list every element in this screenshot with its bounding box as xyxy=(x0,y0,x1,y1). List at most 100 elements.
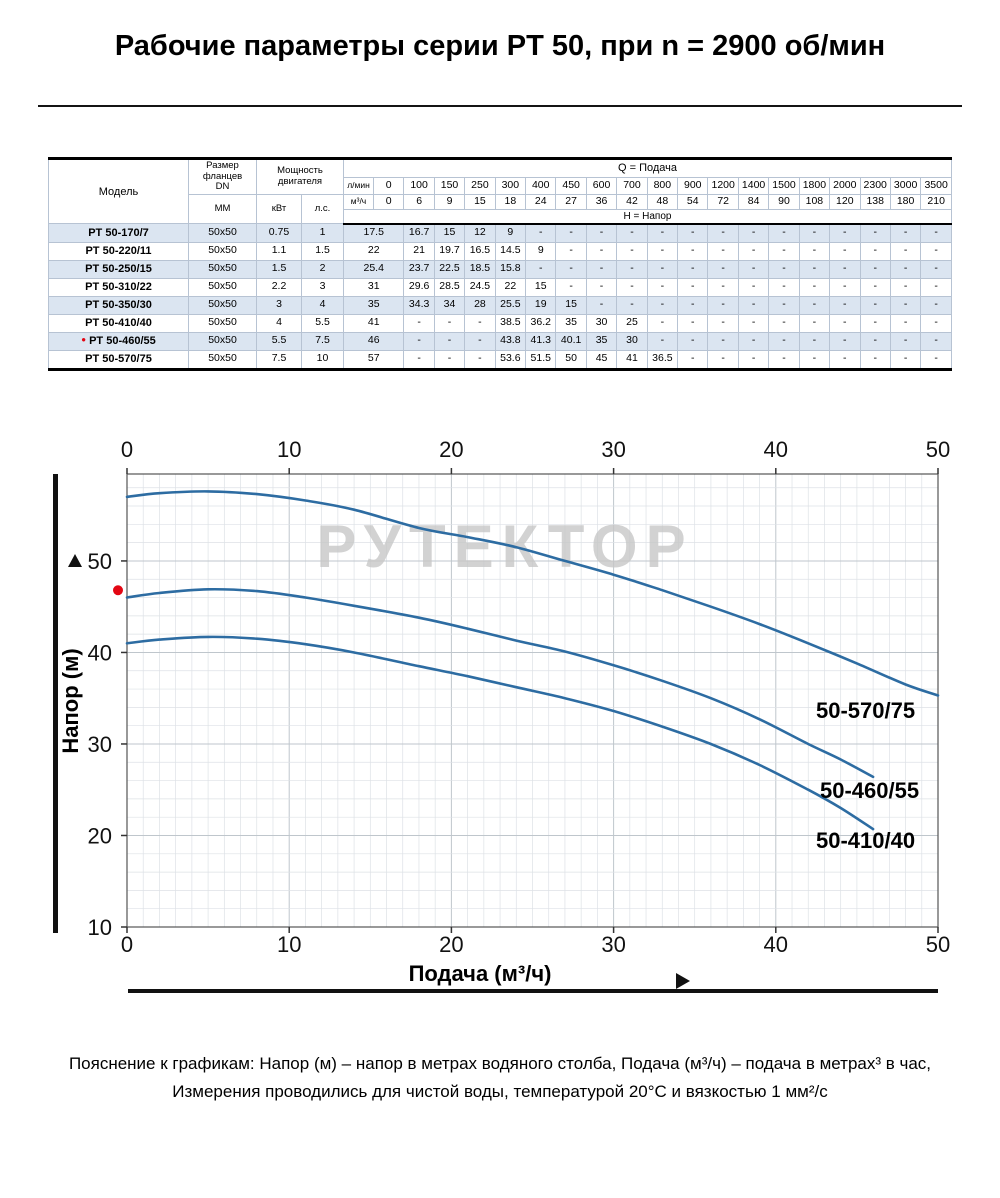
watermark: РУТЕКТОР xyxy=(316,513,693,580)
head-value-cell: - xyxy=(646,295,679,315)
head-value-cell: - xyxy=(433,349,466,370)
head-value-cell: 50 xyxy=(555,349,587,370)
m3h-value-header: 42 xyxy=(616,193,648,210)
hp-cell: 2 xyxy=(301,259,344,279)
head-value-cell: - xyxy=(737,277,770,297)
head-value-cell: 40.1 xyxy=(555,331,587,351)
lmin-value-header: 1400 xyxy=(737,176,770,195)
head-value-cell: - xyxy=(829,295,861,315)
lmin-value-header: 800 xyxy=(646,176,679,195)
head-value-cell: - xyxy=(737,223,770,243)
x-tick-bottom: 0 xyxy=(121,932,133,957)
head-value-cell: - xyxy=(798,331,831,351)
head-value-cell: - xyxy=(829,331,861,351)
head-value-cell: - xyxy=(768,295,800,315)
model-name: PT 50-350/30 xyxy=(85,299,152,312)
head-value-cell: 15 xyxy=(433,223,466,243)
head-value-cell: - xyxy=(798,277,831,297)
head-value-cell: - xyxy=(585,295,618,315)
col-header-power: Мощность двигателя xyxy=(256,158,344,195)
head-value-cell: 36.5 xyxy=(646,349,679,370)
head-value-cell: - xyxy=(737,259,770,279)
head-value-cell: - xyxy=(859,241,891,261)
head-value-cell: - xyxy=(920,313,952,333)
head-value-cell: 28.5 xyxy=(433,277,466,297)
table-row: PT 50-250/15 50x50 1.5 2 25.4 23.7 22.5 18.5 15.… xyxy=(48,259,952,279)
m3h-value-header: 27 xyxy=(555,193,587,210)
x-tick-top: 10 xyxy=(277,437,301,462)
head-value-cell: - xyxy=(646,259,679,279)
head-value-cell: - xyxy=(646,277,679,297)
y-tick: 40 xyxy=(88,640,112,665)
flange-cell: 50x50 xyxy=(188,295,257,315)
kw-cell: 0.75 xyxy=(256,223,302,243)
head-value-cell: - xyxy=(737,331,770,351)
col-header-kw: кВт xyxy=(256,193,302,225)
head-value-cell: - xyxy=(707,277,739,297)
head-value-cell: 29.6 xyxy=(403,277,435,297)
m3h-value-header: 6 xyxy=(403,193,435,210)
m3h-value-header: 138 xyxy=(859,193,891,210)
head-value-cell: - xyxy=(403,349,435,370)
table-row: PT 50-350/30 50x50 3 4 35 34.3 34 28 25.5 19 15- - -… xyxy=(48,295,952,315)
head-value-cell: - xyxy=(768,277,800,297)
kw-cell: 1.5 xyxy=(256,259,302,279)
lmin-value-header: 1500 xyxy=(768,176,800,195)
m3h-value-header: 180 xyxy=(889,193,922,210)
parameters-table-body: PT 50-170/7 50x50 0.75 1 17.5 16.7 15 12 9- - - - - -… xyxy=(48,223,952,370)
col-header-model: Модель xyxy=(48,157,189,225)
head-value-cell: - xyxy=(677,259,709,279)
lmin-value-header: 150 xyxy=(433,176,466,195)
head-value-cell: - xyxy=(616,241,648,261)
head-value-cell: 34.3 xyxy=(403,295,435,315)
m3h-value-header: 9 xyxy=(433,193,466,210)
head-value-cell: - xyxy=(798,223,831,243)
head-value-cell: - xyxy=(677,223,709,243)
head-value-cell: 14.5 xyxy=(494,241,527,261)
model-cell: PT 50-410/40 xyxy=(48,313,189,333)
head-value-cell: - xyxy=(920,277,952,297)
x-tick-bottom: 40 xyxy=(764,932,788,957)
curve-label: 50-410/40 xyxy=(816,828,915,853)
m3h-value-header: 54 xyxy=(677,193,709,210)
head-value-cell: 31 xyxy=(342,277,405,297)
x-tick-top: 40 xyxy=(764,437,788,462)
head-value-cell: - xyxy=(920,259,952,279)
m3h-value-header: 90 xyxy=(768,193,800,210)
title-divider xyxy=(38,105,962,107)
head-value-cell: 30 xyxy=(616,331,648,351)
lmin-value-header: 300 xyxy=(494,176,527,195)
lmin-value-header: 900 xyxy=(677,176,709,195)
table-row: PT 50-310/22 50x50 2.2 3 31 29.6 28.5 24.5 22 15-… xyxy=(48,277,952,297)
page: Рабочие параметры серии PT 50, при n = 2… xyxy=(0,30,1000,1106)
lmin-value-header: 0 xyxy=(372,176,405,195)
head-value-cell: - xyxy=(677,241,709,261)
x-tick-bottom: 50 xyxy=(926,932,950,957)
kw-cell: 1.1 xyxy=(256,241,302,261)
head-value-cell: - xyxy=(616,223,648,243)
head-value-cell: - xyxy=(920,241,952,261)
m3h-value-header: 0 xyxy=(372,193,405,210)
head-value-cell: - xyxy=(464,313,496,333)
model-cell: PT 50-350/30 xyxy=(48,295,189,315)
x-axis-bar xyxy=(128,988,938,993)
x-tick-top: 0 xyxy=(121,437,133,462)
head-value-cell: 19 xyxy=(525,295,557,315)
head-value-cell: - xyxy=(585,223,618,243)
head-value-cell: - xyxy=(677,295,709,315)
head-value-cell: 25.4 xyxy=(342,259,405,279)
head-value-cell: - xyxy=(829,313,861,333)
head-value-cell: - xyxy=(707,259,739,279)
head-value-cell: - xyxy=(646,223,679,243)
model-name: PT 50-570/75 xyxy=(85,353,152,366)
head-value-cell: - xyxy=(646,241,679,261)
kw-cell: 7.5 xyxy=(256,349,302,370)
head-value-cell: - xyxy=(677,331,709,351)
head-value-cell: - xyxy=(707,349,739,370)
footer-line-1: Пояснение к графикам: Напор (м) – напор … xyxy=(68,1053,932,1073)
plot-border xyxy=(126,473,939,928)
head-value-cell: - xyxy=(737,295,770,315)
axis-tick-labels: 0 0 10 10 20 20 30 30 40 40 50 50 10 20 30 40 50 xyxy=(88,437,951,957)
unit-lmin-label: л/мин xyxy=(343,176,374,195)
hp-cell: 1 xyxy=(301,223,344,243)
